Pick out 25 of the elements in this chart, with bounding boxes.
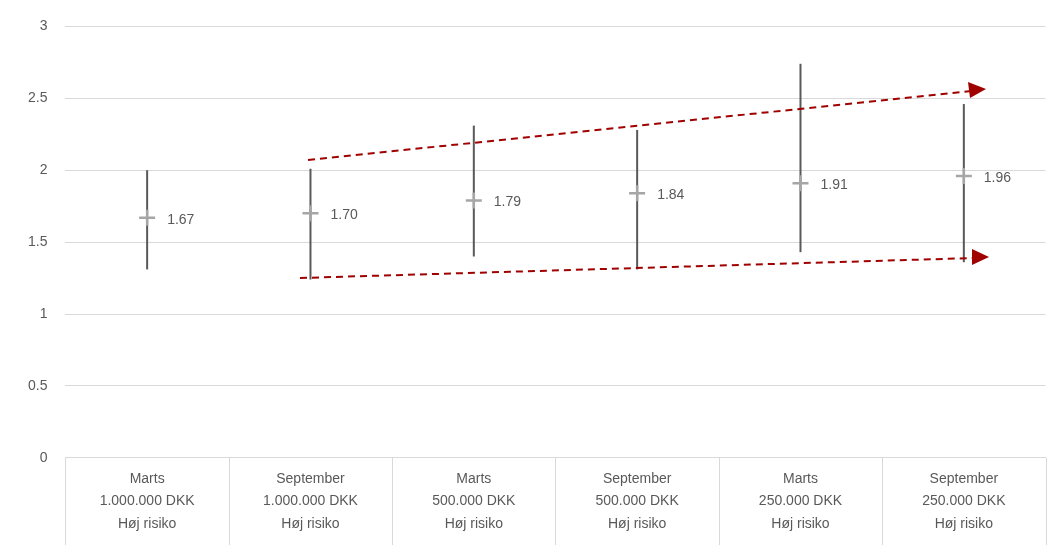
data-label: 1.96: [983, 168, 1012, 185]
data-label: 1.79: [493, 193, 522, 210]
x-tick-label: Marts 500.000 DKK Høj risiko: [432, 469, 517, 531]
point: [627, 183, 647, 203]
y-tick-label: 0.5: [27, 376, 48, 393]
x-tick-label: September 1.000.000 DKK Høj risiko: [262, 469, 359, 531]
point: [791, 173, 810, 193]
x-tick-label: September 500.000 DKK Høj risiko: [595, 469, 680, 531]
data-label: 1.84: [657, 186, 685, 203]
x-tick-label: Marts 1.000.000 DKK Høj risiko: [99, 469, 196, 531]
x-tick-label: September 250.000 DKK Høj risiko: [922, 469, 1007, 531]
point: [301, 204, 320, 223]
point: [464, 191, 484, 210]
y-tick-label: 1.5: [27, 232, 48, 249]
data-label: 1.91: [820, 176, 848, 192]
data-label: 1.67: [167, 210, 195, 227]
y-tick-label: 1: [39, 304, 48, 321]
y-tick-label: 3: [39, 17, 48, 34]
y-tick-label: 0: [39, 448, 48, 465]
x-tick-label: Marts 250.000 DKK Høj risiko: [758, 469, 843, 531]
point: [137, 208, 157, 227]
point: [954, 166, 974, 186]
y-tick-label: 2: [39, 161, 48, 178]
data-label: 1.70: [330, 206, 358, 223]
y-tick-label: 2.5: [27, 89, 48, 106]
